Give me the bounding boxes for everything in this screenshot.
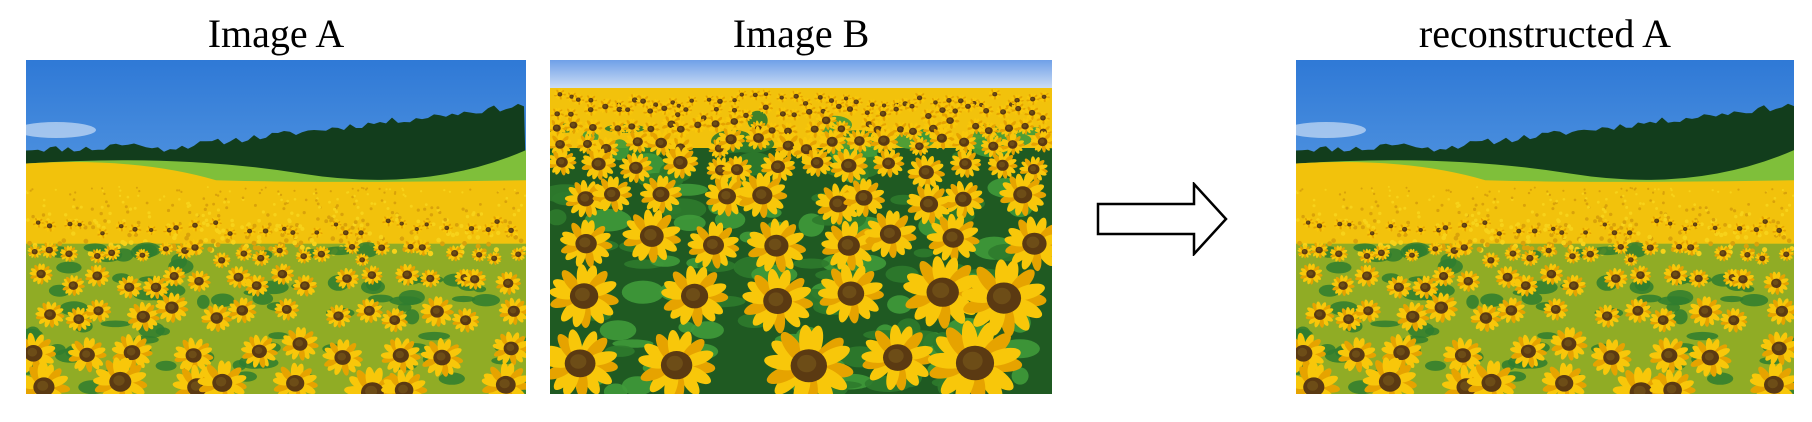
right-arrow-icon	[1096, 182, 1228, 256]
image-b-photo	[550, 60, 1052, 394]
image-b-title: Image B	[732, 11, 870, 56]
reconstructed-a-title: reconstructed A	[1418, 11, 1672, 56]
reconstructed-a-photo	[1296, 60, 1794, 394]
image-a-title: Image A	[207, 11, 345, 56]
image-a-photo	[26, 60, 526, 394]
